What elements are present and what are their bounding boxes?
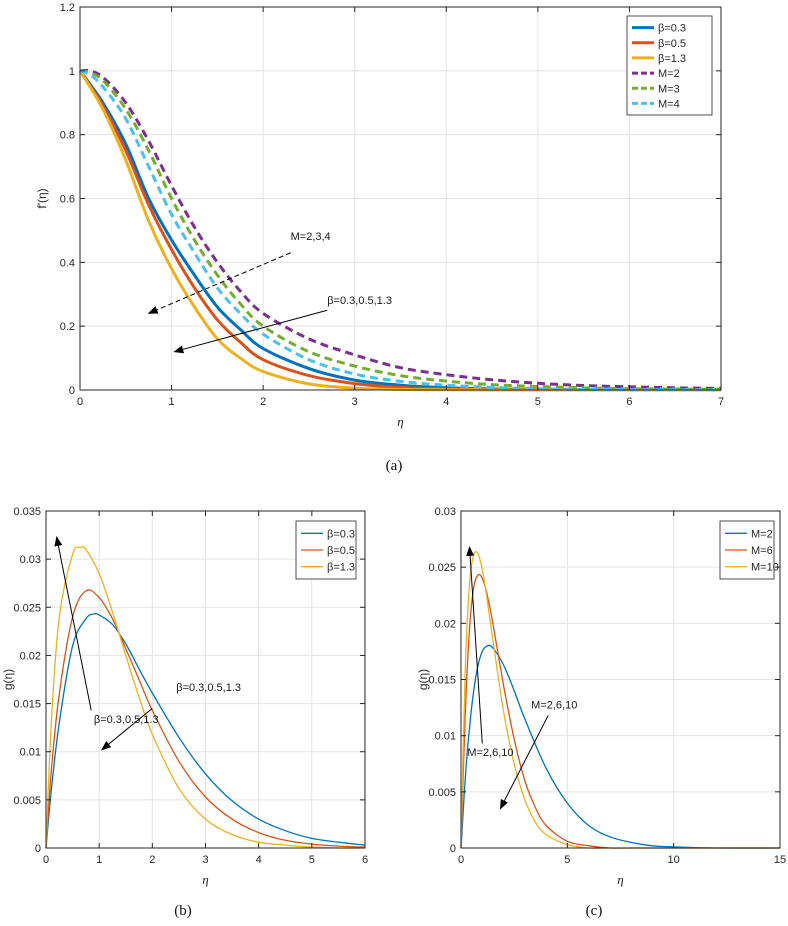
x-tick-label: 7 xyxy=(718,396,724,408)
annotation-arrow xyxy=(173,309,328,354)
legend-entry: β=1.3 xyxy=(658,53,686,65)
chart-c: 0 5 10 15 0 0.005 0.01 0.015 0.02 0.025 0.03 η g(η) M… xyxy=(416,506,786,919)
x-tick-label: 0 xyxy=(43,854,49,866)
legend-entry: M=2 xyxy=(751,528,773,540)
annotation-label: β=0.3,0.5,1.3 xyxy=(176,682,241,694)
series-line-a-4 xyxy=(79,69,722,391)
annotation-label: β=0.3,0.5,1.3 xyxy=(94,714,159,726)
x-axis-label: η xyxy=(397,414,403,429)
annotation-arrow xyxy=(54,536,92,711)
annotation-arrow xyxy=(466,545,483,744)
legend-entry: M=10 xyxy=(751,562,779,574)
caption-a: (a) xyxy=(386,458,403,474)
x-tick-label: 3 xyxy=(352,396,358,408)
legend-entry: M=6 xyxy=(751,545,773,557)
y-tick-label: 0.03 xyxy=(20,554,41,566)
x-tick-label: 5 xyxy=(309,854,315,866)
x-tick-label: 4 xyxy=(443,396,449,408)
y-axis-label: g(η) xyxy=(1,669,15,690)
annotation-arrow xyxy=(147,252,291,314)
series-line-c-0 xyxy=(460,644,781,849)
x-tick-label: 3 xyxy=(202,854,208,866)
annotation-label: β=0.3,0.5,1.3 xyxy=(327,295,392,307)
y-tick-label: 0 xyxy=(69,385,75,397)
legend-entry: β=1.3 xyxy=(327,562,355,574)
y-tick-label: 0.025 xyxy=(428,562,456,574)
annotation-label: M=2,6,10 xyxy=(531,700,577,712)
y-tick-label: 0.6 xyxy=(60,194,75,206)
y-tick-label: 0.035 xyxy=(13,506,41,518)
legend-entry: β=0.3 xyxy=(327,528,355,540)
x-axis-label: η xyxy=(617,872,623,887)
y-tick-label: 0.01 xyxy=(20,747,41,759)
caption-b: (b) xyxy=(174,903,192,919)
y-tick-label: 0.005 xyxy=(13,795,41,807)
y-tick-label: 0.005 xyxy=(428,787,456,799)
y-tick-label: 0.03 xyxy=(435,506,456,518)
series-line-b-2 xyxy=(45,545,366,849)
x-tick-label: 6 xyxy=(362,854,368,866)
y-tick-label: 0.015 xyxy=(428,675,456,687)
series-line-a-5 xyxy=(79,69,722,392)
y-tick-label: 0.2 xyxy=(60,321,75,333)
y-tick-label: 0.02 xyxy=(435,618,456,630)
caption-c: (c) xyxy=(586,903,603,919)
y-axis-label: f'(η) xyxy=(35,188,49,208)
chart-b: 0 1 2 3 4 5 6 0 0.005 0.01 0.015 0.02 0.025 0.03 0.035… xyxy=(1,506,368,919)
annotation-arrow xyxy=(499,715,549,810)
y-tick-label: 0.01 xyxy=(435,731,456,743)
y-axis-label: g(η) xyxy=(416,669,430,690)
legend-entry: β=0.5 xyxy=(658,38,686,50)
x-tick-label: 6 xyxy=(626,396,632,408)
x-tick-label: 2 xyxy=(149,854,155,866)
legend-entry: β=0.5 xyxy=(327,545,355,557)
legend-entry: β=0.3 xyxy=(658,23,686,35)
y-tick-label: 0 xyxy=(35,843,41,855)
x-tick-label: 10 xyxy=(668,854,680,866)
legend-entry: M=3 xyxy=(658,83,680,95)
x-tick-label: 1 xyxy=(169,396,175,408)
x-tick-label: 2 xyxy=(260,396,266,408)
y-tick-label: 0.8 xyxy=(60,130,75,142)
y-tick-label: 1.2 xyxy=(60,2,75,14)
x-tick-label: 4 xyxy=(256,854,262,866)
x-tick-label: 15 xyxy=(774,854,786,866)
y-tick-label: 1 xyxy=(69,66,75,78)
x-tick-label: 0 xyxy=(77,396,83,408)
legend-box xyxy=(626,15,713,116)
x-axis-label: η xyxy=(202,872,208,887)
series-line-b-1 xyxy=(45,589,366,849)
y-tick-label: 0 xyxy=(450,843,456,855)
legend-entry: M=4 xyxy=(658,98,680,110)
y-tick-label: 0.015 xyxy=(13,699,41,711)
x-tick-label: 5 xyxy=(535,396,541,408)
y-tick-label: 0.4 xyxy=(60,257,75,269)
chart-a: 0 1 2 3 4 5 6 7 0 0.2 0.4 0.6 0.8 1 1.2 η f'(η) β=0.3 β=0.… xyxy=(35,2,724,474)
annotation-arrow xyxy=(101,707,153,751)
y-tick-label: 0.025 xyxy=(13,602,41,614)
series-line-b-0 xyxy=(45,612,366,849)
annotation-label: M=2,3,4 xyxy=(291,231,331,243)
annotation-label: M=2,6,10 xyxy=(467,747,513,759)
series-line-a-3 xyxy=(79,68,722,390)
legend-entry: M=2 xyxy=(658,68,680,80)
y-tick-label: 0.02 xyxy=(20,650,41,662)
x-tick-label: 1 xyxy=(96,854,102,866)
x-tick-label: 5 xyxy=(564,854,570,866)
x-tick-label: 0 xyxy=(458,854,464,866)
